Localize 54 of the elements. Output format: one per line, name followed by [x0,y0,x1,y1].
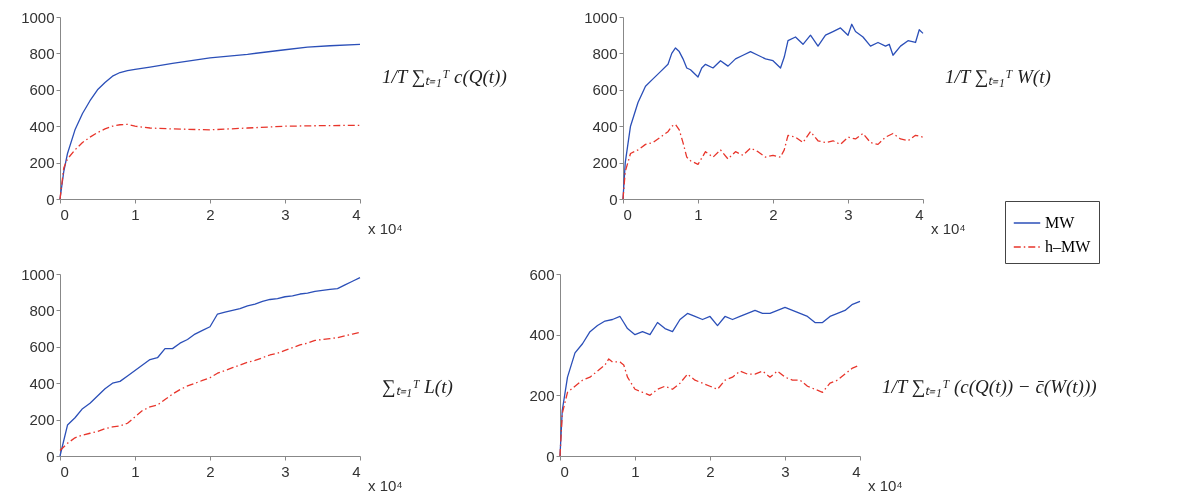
y-tick-label: 800 [29,44,55,62]
text: x 10⁴ [868,477,903,492]
y-tick-label: 0 [46,447,55,465]
y-tick-label: 600 [29,338,55,356]
x-tick-label: 2 [206,462,215,480]
y-tick-label: 800 [29,301,55,319]
y-tick-label: 1000 [21,265,55,283]
y-axis-title: 1/T ∑ₜ₌₁ᵀ c(Q(t)) [382,66,507,89]
x-tick-label: 4 [915,205,924,223]
x-tick-label: 4 [852,462,861,480]
legend-label: MW [1045,214,1076,231]
legend-label: h–MW [1045,238,1092,255]
y-tick-label: 200 [529,386,555,404]
x-tick-label: 1 [694,205,703,223]
x-tick-label: 3 [844,205,853,223]
y-tick-label: 400 [592,117,618,135]
y-tick-label: 600 [592,81,618,99]
text: x 10⁴ [931,220,966,237]
y-tick-label: 800 [592,44,618,62]
y-axis-title: 1/T ∑ₜ₌₁ᵀ (c(Q(t)) − c̄(W(t))) [882,375,1097,398]
line-series [59,331,361,452]
y-tick-label: 200 [29,154,55,172]
y-tick-label: 1000 [584,8,618,26]
x-tick-label: 3 [281,205,290,223]
x-tick-label: 2 [769,205,778,223]
x-tick-label: 0 [560,462,569,480]
x-tick-label: 3 [781,462,790,480]
x-tick-label: 0 [60,462,69,480]
y-tick-label: 0 [46,190,55,208]
x-tick-label: 2 [206,205,215,223]
y-tick-label: 600 [529,265,555,283]
y-tick-label: 400 [29,117,55,135]
y-axis-title: 1/T ∑ₜ₌₁ᵀ W(t) [945,66,1051,89]
x-tick-label: 1 [631,462,640,480]
y-tick-label: 400 [29,374,55,392]
x-tick-label: 2 [706,462,715,480]
x-tick-label: 1 [131,462,140,480]
text: x 10⁴ [368,220,403,237]
x-tick-label: 1 [131,205,140,223]
text: x 10⁴ [368,477,403,492]
x-tick-label: 3 [281,462,290,480]
x-tick-label: 4 [352,462,361,480]
y-tick-label: 400 [529,326,555,344]
line-series [59,276,361,457]
y-tick-label: 0 [546,447,555,465]
y-tick-label: 600 [29,81,55,99]
x-tick-label: 0 [60,205,69,223]
y-axis-title: ∑ₜ₌₁ᵀ L(t) [382,375,453,398]
x-tick-label: 4 [352,205,361,223]
y-tick-label: 200 [592,154,618,172]
y-tick-label: 200 [29,411,55,429]
y-tick-label: 0 [609,190,618,208]
y-tick-label: 1000 [21,8,55,26]
x-tick-label: 0 [623,205,632,223]
